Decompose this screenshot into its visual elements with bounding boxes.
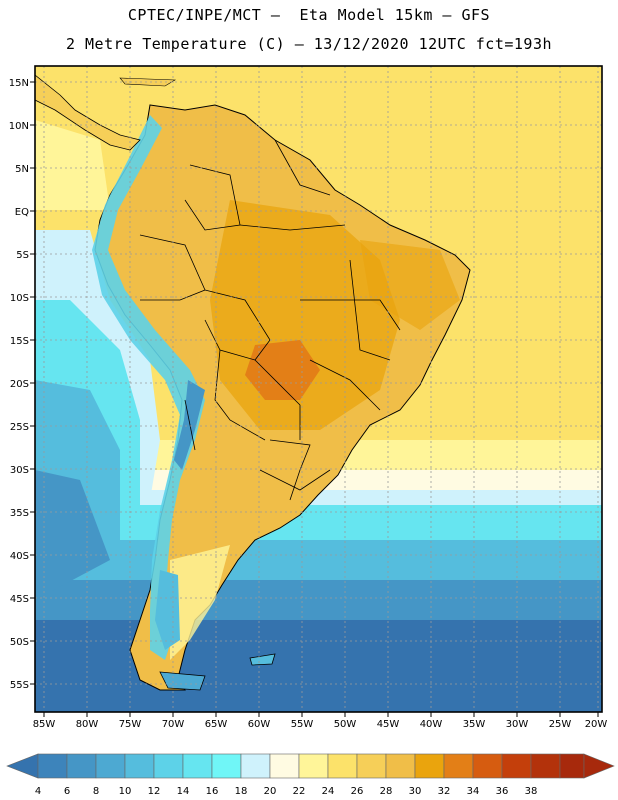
colorbar-label: 22 [293,786,306,797]
lon-label: 40W [420,719,443,730]
lat-label: 30S [10,465,29,476]
ocean-band-blue [35,580,602,625]
colorbar [6,753,615,779]
lon-label: 80W [76,719,99,730]
lat-label: 10N [9,121,29,132]
lat-label: 25S [10,422,29,433]
lat-label: 5N [15,164,29,175]
country-borders [139,139,401,501]
chart-title-line2: 2 Metre Temperature (C) – 13/12/2020 12U… [65,35,553,53]
colorbar-cell [356,753,387,779]
colorbar-labels: 4 6 8 10 12 14 16 18 20 22 24 26 28 30 3… [35,786,538,797]
lat-axis: 15N 10N 5N EQ 5S 10S 15S 20S 25S 30S 35S… [9,78,35,691]
lat-label: 5S [16,250,29,261]
map-frame [34,65,603,713]
lon-label: 45W [377,719,400,730]
colorbar-label: 4 [35,786,41,797]
central-america-land [35,74,141,151]
lat-label: 45S [10,594,29,605]
colorbar-cell [472,753,503,779]
colorbar-right-arrow [583,753,615,779]
pantanal-hottest [245,340,320,400]
lon-axis: 85W 80W 75W 70W 65W 60W 55W 50W 45W 40W … [33,712,608,730]
colorbar-cell [327,753,358,779]
lat-label: 20S [10,379,29,390]
lat-label: EQ [15,207,29,218]
colorbar-cell [240,753,271,779]
colorbar-cell [182,753,213,779]
andes-cold-strip [92,115,205,660]
colorbar-label: 18 [235,786,248,797]
colorbar-cell [443,753,474,779]
colorbar-cell [269,753,300,779]
colorbar-cell [298,753,329,779]
colorbar-cell [385,753,416,779]
lon-label: 25W [549,719,572,730]
north-pacific-water [35,120,110,210]
falkland-islands [249,653,276,666]
southern-andes-cold [155,570,180,650]
lon-label: 70W [162,719,185,730]
colorbar-cell [559,753,585,779]
colorbar-label: 10 [119,786,132,797]
tierra-del-fuego [159,671,206,691]
lat-label: 50S [10,637,29,648]
colorbar-cell [124,753,155,779]
colorbar-cell [37,753,68,779]
colorbar-label: 28 [380,786,393,797]
chart-title-line1: CPTEC/INPE/MCT – Eta Model 15km – GFS [127,6,491,24]
lon-label: 35W [463,719,486,730]
lon-label: 65W [205,719,228,730]
colorbar-label: 20 [264,786,277,797]
pacific-deep-water [35,470,110,600]
colorbar-label: 24 [322,786,335,797]
colorbar-cell [211,753,242,779]
lat-label: 55S [10,680,29,691]
lat-label: 10S [10,293,29,304]
colorbar-label: 38 [525,786,538,797]
lon-label: 60W [248,719,271,730]
patagonia-cool [170,545,230,660]
colorbar-cell [153,753,184,779]
colorbar-cell [95,753,126,779]
map-field [35,66,602,712]
colorbar-cell [530,753,561,779]
colorbar-cell [501,753,532,779]
lon-label: 30W [506,719,529,730]
colorbar-cell [66,753,97,779]
colorbar-label: 30 [409,786,422,797]
caribbean-island [119,77,177,87]
lon-label: 50W [334,719,357,730]
lat-label: 15S [10,336,29,347]
colorbar-label: 32 [438,786,451,797]
ocean-band-deep [35,620,602,712]
ocean-band-mid [35,540,602,585]
colorbar-label: 8 [93,786,99,797]
andes-peak-cold [174,380,205,470]
lon-label: 20W [585,719,608,730]
colorbar-label: 16 [206,786,219,797]
lon-label: 85W [33,719,56,730]
colorbar-cell [414,753,445,779]
colorbar-left-arrow [6,753,39,779]
lat-label: 15N [9,78,29,89]
lon-label: 55W [291,719,314,730]
colorbar-label: 12 [148,786,161,797]
lat-label: 35S [10,508,29,519]
colorbar-label: 36 [496,786,509,797]
lat-label: 40S [10,551,29,562]
colorbar-label: 26 [351,786,364,797]
colorbar-label: 34 [467,786,480,797]
lon-label: 75W [119,719,142,730]
colorbar-label: 14 [177,786,190,797]
colorbar-label: 6 [64,786,70,797]
